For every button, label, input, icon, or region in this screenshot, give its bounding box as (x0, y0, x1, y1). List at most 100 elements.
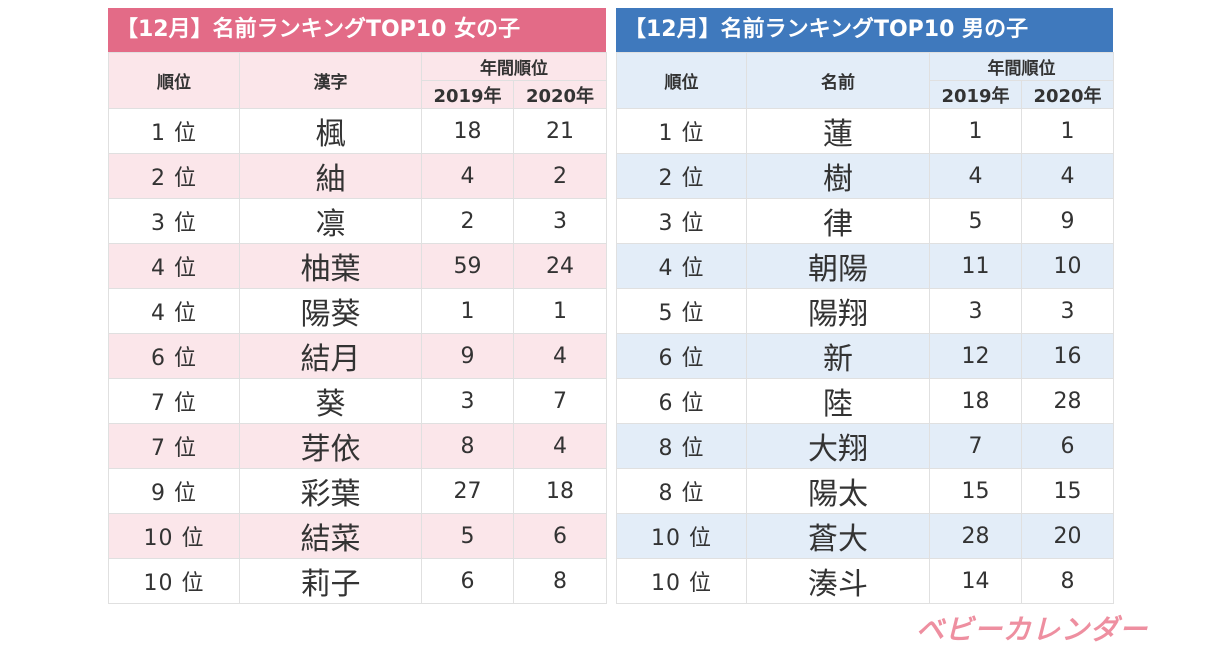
rank-2020-cell: 1 (1021, 108, 1114, 154)
header-2019: 2019年 (421, 80, 514, 109)
boys-ranking-panel: 【12月】名前ランキングTOP10 男の子 順位 名前 年間順位 2019年 2… (616, 8, 1114, 604)
header-2020: 2020年 (513, 80, 607, 109)
name-cell: 莉子 (239, 558, 422, 604)
rank-cell: 6 位 (616, 378, 747, 424)
rank-cell: 4 位 (616, 243, 747, 289)
rank-2019-cell: 5 (929, 198, 1022, 244)
name-cell: 陽葵 (239, 288, 422, 334)
table-row: 10 位蒼大 28 20 (616, 513, 1114, 559)
header-2020: 2020年 (1021, 80, 1114, 109)
table-row: 8 位陽太 15 15 (616, 468, 1114, 514)
rank-2019-cell: 6 (421, 558, 514, 604)
rank-cell: 2 位 (108, 153, 240, 199)
table-row: 6 位陸 18 28 (616, 378, 1114, 424)
rank-2020-cell: 18 (513, 468, 607, 514)
rank-2020-cell: 1 (513, 288, 607, 334)
rank-2019-cell: 8 (421, 423, 514, 469)
rank-2019-cell: 18 (929, 378, 1022, 424)
rank-cell: 10 位 (108, 513, 240, 559)
name-cell: 朝陽 (746, 243, 930, 289)
rank-2020-cell: 3 (513, 198, 607, 244)
rank-2020-cell: 20 (1021, 513, 1114, 559)
name-cell: 新 (746, 333, 930, 379)
name-cell: 陽太 (746, 468, 930, 514)
table-row: 7 位芽依 8 4 (108, 423, 607, 469)
rank-2020-cell: 16 (1021, 333, 1114, 379)
header-annual-rank: 年間順位 (929, 52, 1114, 81)
rank-2020-cell: 4 (513, 333, 607, 379)
rank-cell: 10 位 (616, 513, 747, 559)
rank-cell: 10 位 (616, 558, 747, 604)
name-cell: 蓮 (746, 108, 930, 154)
rank-2020-cell: 15 (1021, 468, 1114, 514)
rank-cell: 6 位 (108, 333, 240, 379)
rank-cell: 10 位 (108, 558, 240, 604)
name-cell: 紬 (239, 153, 422, 199)
rank-cell: 5 位 (616, 288, 747, 334)
rank-2019-cell: 5 (421, 513, 514, 559)
girls-year-header-row: 2019年 2020年 (109, 80, 607, 109)
rank-2019-cell: 9 (421, 333, 514, 379)
rank-cell: 8 位 (616, 468, 747, 514)
name-cell: 芽依 (239, 423, 422, 469)
table-row: 4 位朝陽 11 10 (616, 243, 1114, 289)
rank-2019-cell: 15 (929, 468, 1022, 514)
rank-2019-cell: 28 (929, 513, 1022, 559)
name-cell: 律 (746, 198, 930, 244)
name-cell: 葵 (239, 378, 422, 424)
header-name: 漢字 (239, 52, 422, 109)
name-cell: 凛 (239, 198, 422, 244)
girls-header-row: 順位 漢字 年間順位 (108, 52, 607, 109)
table-row: 10 位湊斗 14 8 (616, 558, 1114, 604)
header-name: 名前 (746, 52, 930, 109)
boys-header-row: 順位 名前 年間順位 (616, 52, 1114, 109)
rank-cell: 3 位 (616, 198, 747, 244)
name-cell: 彩葉 (239, 468, 422, 514)
name-cell: 結月 (239, 333, 422, 379)
rank-cell: 7 位 (108, 378, 240, 424)
rank-2019-cell: 2 (421, 198, 514, 244)
rank-2020-cell: 4 (1021, 153, 1114, 199)
rank-cell: 1 位 (616, 108, 747, 154)
table-row: 10 位莉子 6 8 (108, 558, 607, 604)
rank-cell: 8 位 (616, 423, 747, 469)
rank-2020-cell: 9 (1021, 198, 1114, 244)
rank-cell: 9 位 (108, 468, 240, 514)
rank-cell: 4 位 (108, 288, 240, 334)
rank-2019-cell: 4 (929, 153, 1022, 199)
rank-2019-cell: 1 (929, 108, 1022, 154)
name-cell: 湊斗 (746, 558, 930, 604)
table-row: 1 位楓 18 21 (108, 108, 607, 154)
table-row: 9 位彩葉 27 18 (108, 468, 607, 514)
table-row: 5 位陽翔 3 3 (616, 288, 1114, 334)
table-row: 6 位結月 9 4 (108, 333, 607, 379)
rank-2020-cell: 7 (513, 378, 607, 424)
rank-2019-cell: 18 (421, 108, 514, 154)
rank-2020-cell: 6 (513, 513, 607, 559)
name-cell: 樹 (746, 153, 930, 199)
name-cell: 楓 (239, 108, 422, 154)
rank-cell: 3 位 (108, 198, 240, 244)
table-row: 4 位柚葉 59 24 (108, 243, 607, 289)
rank-2019-cell: 59 (421, 243, 514, 289)
baby-calendar-logo: ベビーカレンダー (916, 613, 1149, 646)
rank-2019-cell: 27 (421, 468, 514, 514)
rank-2020-cell: 2 (513, 153, 607, 199)
rank-2020-cell: 3 (1021, 288, 1114, 334)
rank-2019-cell: 4 (421, 153, 514, 199)
table-row: 6 位新 12 16 (616, 333, 1114, 379)
rank-cell: 4 位 (108, 243, 240, 289)
rank-2020-cell: 6 (1021, 423, 1114, 469)
rank-2020-cell: 28 (1021, 378, 1114, 424)
table-row: 10 位結菜 5 6 (108, 513, 607, 559)
rank-2020-cell: 24 (513, 243, 607, 289)
rank-cell: 1 位 (108, 108, 240, 154)
table-row: 4 位陽葵 1 1 (108, 288, 607, 334)
rank-cell: 6 位 (616, 333, 747, 379)
